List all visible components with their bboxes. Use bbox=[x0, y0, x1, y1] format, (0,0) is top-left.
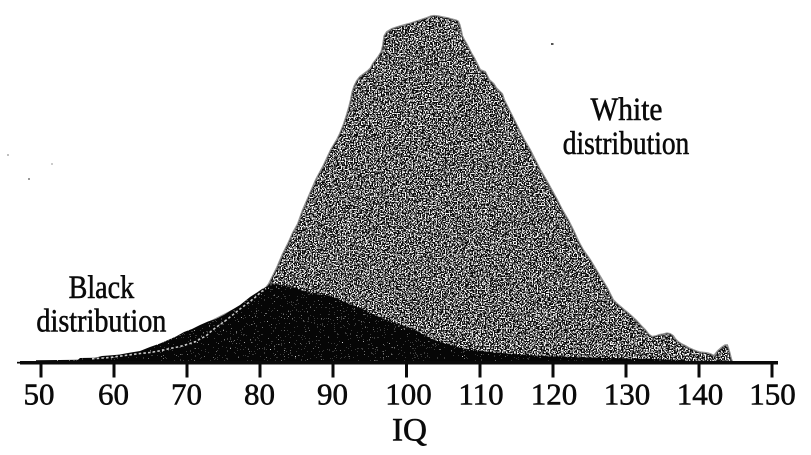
svg-text:140: 140 bbox=[677, 377, 724, 412]
svg-text:IQ: IQ bbox=[392, 413, 427, 449]
svg-text:150: 150 bbox=[749, 377, 796, 412]
svg-text:White: White bbox=[591, 92, 663, 128]
svg-text:120: 120 bbox=[531, 377, 578, 412]
svg-text:distribution: distribution bbox=[563, 126, 690, 162]
svg-text:110: 110 bbox=[458, 377, 503, 412]
svg-text:80: 80 bbox=[244, 377, 275, 412]
svg-text:130: 130 bbox=[604, 377, 651, 412]
svg-text:70: 70 bbox=[171, 377, 202, 412]
svg-text:60: 60 bbox=[98, 377, 129, 412]
svg-text:distribution: distribution bbox=[36, 304, 166, 340]
svg-text:100: 100 bbox=[385, 377, 432, 412]
svg-text:50: 50 bbox=[24, 377, 55, 412]
svg-text:Black: Black bbox=[69, 270, 135, 306]
svg-text:90: 90 bbox=[317, 377, 348, 412]
